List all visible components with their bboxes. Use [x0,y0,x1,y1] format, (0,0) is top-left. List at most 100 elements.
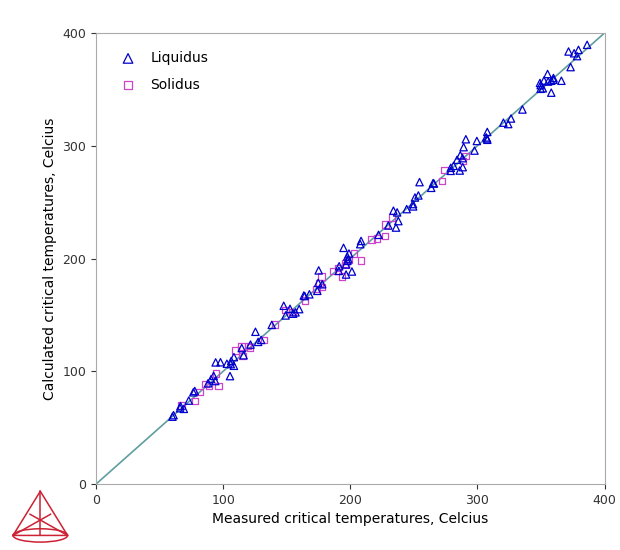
Liquidus [341,270,351,279]
Solidus [312,284,322,293]
Liquidus [459,143,469,152]
Liquidus [539,76,549,85]
Liquidus [291,308,301,317]
Liquidus [429,179,439,188]
Solidus [380,232,390,240]
Liquidus [169,411,179,420]
Solidus [195,388,205,397]
Solidus [333,263,343,272]
Liquidus [246,340,255,349]
Liquidus [334,262,344,271]
Liquidus [461,135,471,144]
Liquidus [556,76,566,85]
Liquidus [211,358,221,367]
Liquidus [458,163,467,172]
Liquidus [229,361,239,370]
Solidus [259,336,269,344]
Liquidus [341,260,351,269]
Liquidus [226,356,236,365]
Solidus [314,279,324,288]
Liquidus [455,166,465,175]
Liquidus [498,118,508,127]
Liquidus [518,105,528,114]
Solidus [300,296,310,305]
Liquidus [294,305,304,314]
Liquidus [472,136,482,145]
Liquidus [546,76,556,85]
Liquidus [506,114,516,123]
Liquidus [313,278,323,287]
Liquidus [392,208,402,217]
Liquidus [426,183,436,192]
Solidus [366,235,376,244]
Liquidus [535,79,545,87]
Liquidus [458,154,467,163]
Liquidus [334,267,343,276]
Y-axis label: Calculated critical temperatures, Celcius: Calculated critical temperatures, Celciu… [43,117,57,400]
Solidus [231,346,241,355]
Solidus [458,156,468,165]
Liquidus [549,75,559,84]
Solidus [288,307,298,316]
Liquidus [253,338,263,346]
Liquidus [408,200,418,208]
Solidus [461,152,471,161]
Liquidus [549,74,559,82]
Liquidus [175,404,185,412]
Liquidus [250,327,260,336]
Liquidus [347,267,357,276]
Liquidus [415,178,425,186]
Liquidus [267,321,277,329]
Liquidus [543,77,553,86]
Liquidus [355,240,365,249]
X-axis label: Measured critical temperatures, Celcius: Measured critical temperatures, Celcius [212,512,489,526]
Solidus [237,342,247,351]
Liquidus [229,353,239,361]
Solidus [237,351,247,360]
Liquidus [469,146,479,155]
Liquidus [546,88,556,97]
Liquidus [317,280,327,289]
Liquidus [446,163,456,172]
Liquidus [190,387,200,395]
Liquidus [179,404,189,413]
Liquidus [299,291,309,300]
Liquidus [446,167,456,175]
Solidus [328,267,338,276]
Solidus [270,320,280,329]
Solidus [200,379,210,388]
Liquidus [394,217,404,226]
Solidus [213,382,223,390]
Solidus [437,177,447,185]
Liquidus [391,223,401,232]
Liquidus [389,206,399,215]
Liquidus [209,371,219,380]
Liquidus [203,379,213,388]
Liquidus [312,287,322,295]
Liquidus [536,81,546,90]
Liquidus [167,412,177,421]
Liquidus [288,309,298,318]
Liquidus [225,372,235,381]
Liquidus [449,162,459,170]
Solidus [349,249,359,258]
Liquidus [569,49,579,58]
Liquidus [304,290,314,299]
Liquidus [216,358,226,367]
Liquidus [184,396,193,405]
Liquidus [383,221,393,230]
Solidus [343,256,353,265]
Liquidus [402,205,412,213]
Liquidus [342,252,352,261]
Solidus [372,234,382,243]
Liquidus [582,40,592,49]
Liquidus [481,133,491,142]
Solidus [243,342,253,350]
Liquidus [279,301,289,310]
Liquidus [414,191,423,200]
Liquidus [281,311,291,320]
Legend: Liquidus, Solidus: Liquidus, Solidus [103,40,219,103]
Solidus [176,402,186,410]
Liquidus [343,255,353,263]
Liquidus [564,47,574,56]
